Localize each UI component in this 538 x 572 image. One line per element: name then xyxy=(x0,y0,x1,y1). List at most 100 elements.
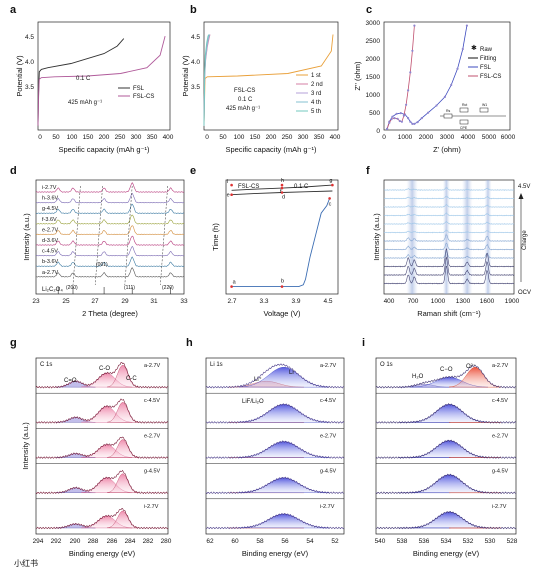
panel-i-peak-label: C−O xyxy=(440,367,453,373)
panel-g-xtick: 288 xyxy=(88,538,99,545)
panel-i-state-label: c-4.5V xyxy=(492,398,508,404)
panel-a-ylabel: Potential (V) xyxy=(15,55,24,97)
cpe-icon xyxy=(459,119,469,125)
panel-c-raw-point xyxy=(391,115,394,118)
panel-d-letter: d xyxy=(10,165,17,177)
panel-g-ylabel: Intensity (a.u.) xyxy=(21,422,30,470)
panel-a-legend-label: FSL-CS xyxy=(133,94,154,100)
panel-b-xlabel: Specific capacity (mAh g⁻¹) xyxy=(225,145,317,154)
panel-h-raw-spectrum xyxy=(205,476,345,495)
panel-d-ylabel: Intensity (a.u.) xyxy=(22,213,31,261)
panel-f-highlight-band xyxy=(462,180,473,294)
panel-e-state-letter: b xyxy=(281,279,284,285)
panel-c-raw-point xyxy=(461,47,464,51)
panel-d-pattern-line xyxy=(35,182,185,193)
panel-e-curve xyxy=(231,198,331,288)
panel-h-xtick: 62 xyxy=(206,538,214,545)
panel-b-xtick: 100 xyxy=(234,134,245,141)
panel-f-xticks: 400 700 1000 1300 1600 1900 xyxy=(384,298,520,305)
panel-i-raw-spectrum xyxy=(375,364,517,389)
panel-i-xlabel: Binding energy (eV) xyxy=(413,549,480,558)
panel-a-xtick: 300 xyxy=(131,134,142,141)
panel-e-ylabel: Time (h) xyxy=(211,223,220,251)
panel-c-raw-point xyxy=(396,117,399,120)
panel-b-xtick: 350 xyxy=(314,134,325,141)
panel-a-capacity: 425 mAh g⁻¹ xyxy=(68,100,102,106)
panel-c-raw-point xyxy=(393,117,396,120)
panel-d-hkl-label: (001) xyxy=(96,262,108,268)
panel-i-raw-spectrum xyxy=(375,403,517,424)
panel-i-raw-spectrum xyxy=(375,439,517,459)
panel-b-xtick: 200 xyxy=(266,134,277,141)
panel-d-state-label: b-3.6V xyxy=(42,259,59,265)
panel-d-state-labels: i-2.7V h-3.6V g-4.5V f-3.6V e-2.7V d-3.6V c-4.… xyxy=(42,185,59,276)
panel-c-raw-point xyxy=(390,118,393,121)
panel-e-plot: a b c d e f g h i xyxy=(227,178,334,288)
panel-g-state-label: a-2.7V xyxy=(144,363,161,369)
panel-f-xtick: 1000 xyxy=(431,298,446,305)
panel-i-state-label: g-4.5V xyxy=(492,469,509,475)
panel-d-pattern-line xyxy=(35,267,184,278)
panel-c-raw-point xyxy=(450,83,453,87)
panel-f-xtick: 700 xyxy=(408,298,419,305)
panel-e-state-point xyxy=(280,285,284,288)
panel-a-xtick: 0 xyxy=(38,134,42,141)
panel-d-xtick: 33 xyxy=(180,298,188,305)
panel-d-guide-line xyxy=(72,185,81,286)
panel-c-raw-point xyxy=(413,24,416,27)
panel-h-fit-peak xyxy=(238,441,330,458)
panel-h-xtick: 52 xyxy=(331,538,339,545)
panel-i-peak-label: O²⁻ xyxy=(466,364,476,370)
panel-b-yticks: 4.5 4.0 3.5 xyxy=(191,34,200,91)
panel-f-highlight-band xyxy=(406,180,418,294)
panel-d-state-label: c-4.5V xyxy=(42,249,58,255)
panel-h-letter: h xyxy=(186,337,193,349)
panel-g-raw-spectrum xyxy=(35,398,169,424)
panel-b-legend: 1 st 2 nd 3 rd 4 th 5 th xyxy=(296,73,323,115)
panel-i-plot: a-2.7V c-4.5V e-2.7V g-4.5V i-2.7V xyxy=(375,363,517,530)
panel-f-xtick: 1300 xyxy=(456,298,471,305)
panel-a-xticks: 0 50 100 150 200 250 300 350 400 xyxy=(38,134,174,141)
panel-h-frame xyxy=(205,357,345,535)
panel-f-spectrum-line xyxy=(383,234,515,242)
panel-a-ytick: 4.5 xyxy=(25,34,34,41)
panel-i-xtick: 540 xyxy=(375,538,386,545)
panel-g-peak-label: C-O xyxy=(99,366,110,372)
panel-c-xtick: 1000 xyxy=(398,134,413,141)
raw-marker-icon: ✱ xyxy=(471,44,477,52)
panel-b-sample: FSL-CS xyxy=(234,88,255,94)
panel-c-fit-line xyxy=(386,25,468,130)
panel-b-ytick: 3.5 xyxy=(191,84,200,91)
panel-i-o1s-xps: i a-2.7V c-4.5V e-2.7V g-4.5V i-2.7V O 1s H₂… xyxy=(362,337,518,558)
panel-b-legend-label: 3 rd xyxy=(311,91,321,97)
panel-c-plot xyxy=(386,24,468,130)
panel-a-xtick: 150 xyxy=(83,134,94,141)
panel-a-series-line xyxy=(37,35,166,126)
panel-c-xtick: 6000 xyxy=(501,134,516,141)
panel-h-state-label: c-4.5V xyxy=(320,398,336,404)
panel-h-peak-label: Li⁺ xyxy=(254,376,262,383)
panel-e-rate: 0.1 C xyxy=(294,184,309,190)
panel-g-peak-label: C-C xyxy=(126,376,137,382)
panel-e-state-letter: g xyxy=(329,178,332,184)
panel-e-xtick: 3.9 xyxy=(291,298,300,305)
panel-b-series-line xyxy=(203,34,210,126)
panel-c-raw-point xyxy=(400,120,403,123)
panel-d-pattern-line xyxy=(36,225,185,236)
panel-h-fit-peak xyxy=(238,366,330,388)
panel-c-xticks: 0 1000 2000 3000 4000 5000 6000 xyxy=(382,134,515,141)
panel-i-state-label: e-2.7V xyxy=(492,433,509,439)
panel-d-pattern-line xyxy=(36,256,185,267)
panel-a-legend-label: FSL xyxy=(133,86,145,92)
panel-g-state-label: e-2.7V xyxy=(144,433,161,439)
panel-g-raw-spectrum xyxy=(35,508,169,530)
panel-e-state-point xyxy=(331,183,334,187)
panel-h-xtick: 54 xyxy=(306,538,314,545)
panel-d-state-label: d-3.6V xyxy=(42,238,59,244)
panel-d-pattern-line xyxy=(35,245,185,257)
panel-b-capacity: 425 mAh g⁻¹ xyxy=(226,106,260,112)
panel-h-xlabel: Binding energy (eV) xyxy=(242,549,309,558)
panel-g-xtick: 284 xyxy=(125,538,136,545)
panel-e-state-letter: a xyxy=(233,280,237,286)
panel-c-ytick: 3000 xyxy=(366,20,381,27)
